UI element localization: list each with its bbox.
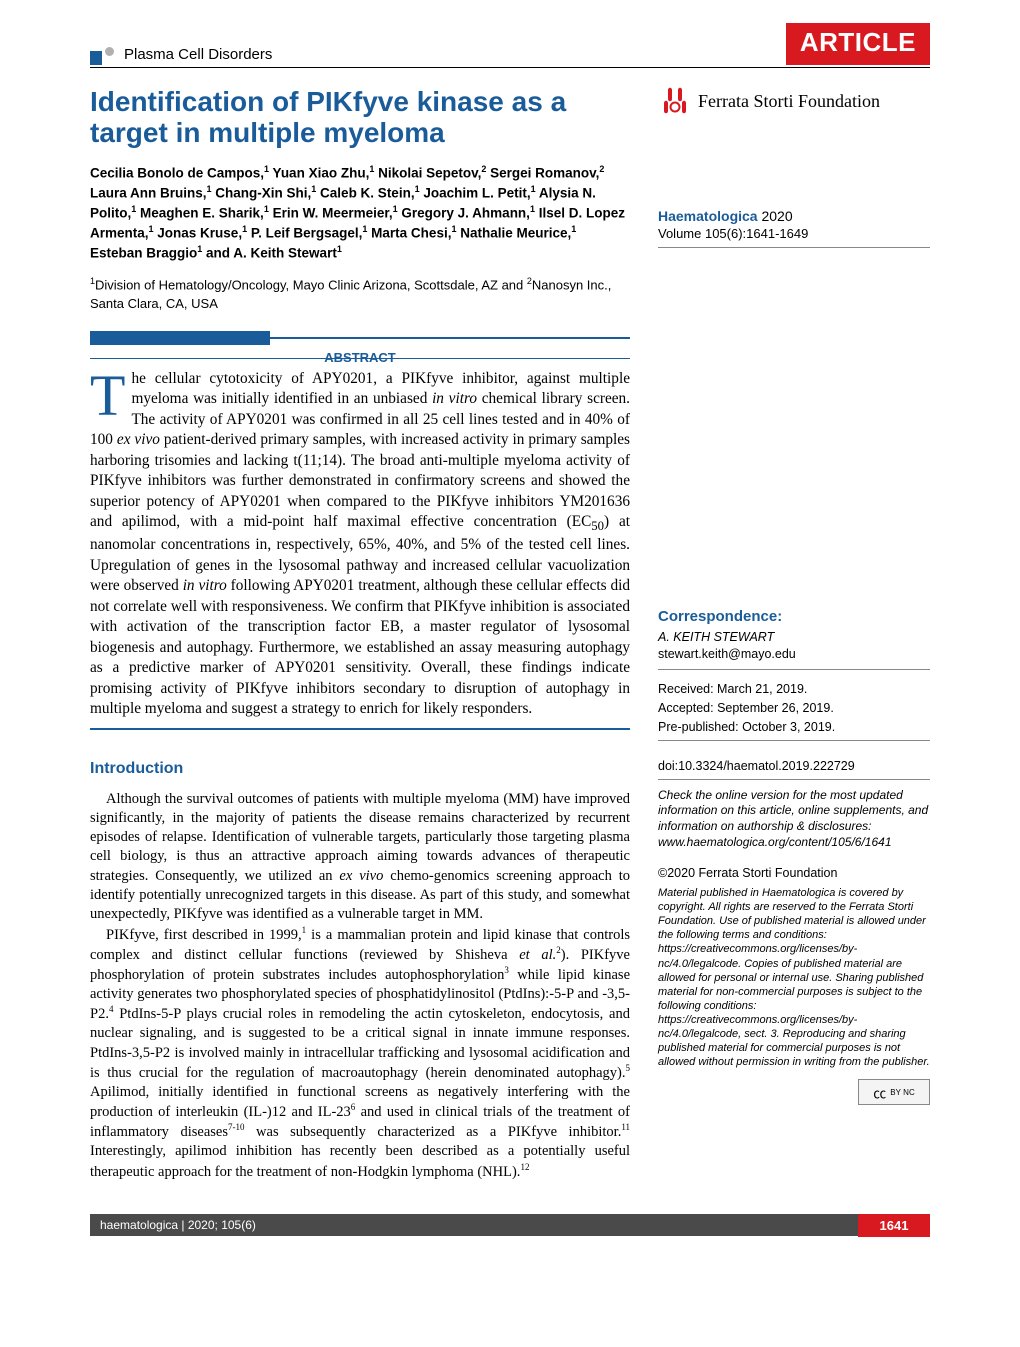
right-column: Ferrata Storti Foundation Haematologica … bbox=[658, 86, 930, 1182]
side-rule-3 bbox=[658, 740, 930, 741]
correspondence-block: Correspondence: A. KEITH STEWART stewart… bbox=[658, 608, 930, 1105]
dates-block: Received: March 21, 2019. Accepted: Sept… bbox=[658, 682, 930, 734]
introduction-heading: Introduction bbox=[90, 760, 630, 778]
journal-volume: Volume 105(6):1641-1649 bbox=[658, 226, 930, 241]
abstract-bar bbox=[90, 331, 270, 345]
main-columns: Identification of PIKfyve kinase as a ta… bbox=[0, 86, 1020, 1182]
introduction-body: Although the survival outcomes of patien… bbox=[90, 790, 630, 1182]
cc-badge-icon: ㏄ BY NC bbox=[858, 1079, 930, 1105]
page-root: Plasma Cell Disorders ARTICLE Identifica… bbox=[0, 0, 1020, 1237]
abstract-header bbox=[90, 331, 630, 345]
foundation-name: Ferrata Storti Foundation bbox=[698, 91, 880, 112]
side-rule-2 bbox=[658, 669, 930, 670]
check-online-text: Check the online version for the most up… bbox=[658, 788, 930, 850]
journal-year: 2020 bbox=[761, 208, 792, 224]
abstract-body: T he cellular cytotoxicity of APY0201, a… bbox=[90, 369, 630, 720]
category-label: Plasma Cell Disorders bbox=[120, 46, 786, 65]
author-list: Cecilia Bonolo de Campos,1 Yuan Xiao Zhu… bbox=[90, 163, 630, 263]
correspondence-name: A. KEITH STEWART bbox=[658, 629, 930, 646]
journal-name: Haematologica bbox=[658, 208, 758, 224]
cc-by-nc-label: BY NC bbox=[890, 1088, 914, 1097]
footer-citation: haematologica | 2020; 105(6) bbox=[90, 1214, 858, 1236]
intro-para-1: Although the survival outcomes of patien… bbox=[90, 790, 630, 925]
side-rule-4 bbox=[658, 779, 930, 780]
article-badge: ARTICLE bbox=[786, 23, 930, 65]
correspondence-email: stewart.keith@mayo.edu bbox=[658, 646, 930, 663]
category-bullet bbox=[105, 47, 114, 56]
footer-row: haematologica | 2020; 105(6) 1641 bbox=[90, 1214, 930, 1237]
abstract-label: ABSTRACT bbox=[316, 350, 404, 365]
affiliations: 1Division of Hematology/Oncology, Mayo C… bbox=[90, 275, 630, 313]
correspondence-heading: Correspondence: bbox=[658, 608, 930, 625]
foundation-logo-icon bbox=[658, 86, 692, 116]
journal-line: Haematologica 2020 bbox=[658, 208, 930, 224]
abstract-text: he cellular cytotoxicity of APY0201, a P… bbox=[90, 370, 630, 717]
article-title: Identification of PIKfyve kinase as a ta… bbox=[90, 86, 630, 149]
license-text: Material published in Haematologica is c… bbox=[658, 886, 930, 1069]
abstract-rule-left bbox=[270, 337, 630, 339]
abstract-end-rule bbox=[90, 728, 630, 730]
side-rule-1 bbox=[658, 247, 930, 248]
copyright-text: ©2020 Ferrata Storti Foundation bbox=[658, 866, 930, 880]
header-rule bbox=[90, 67, 930, 68]
foundation-block: Ferrata Storti Foundation bbox=[658, 86, 930, 116]
footer-page-number: 1641 bbox=[858, 1214, 930, 1237]
doi-text: doi:10.3324/haematol.2019.222729 bbox=[658, 759, 930, 773]
left-column: Identification of PIKfyve kinase as a ta… bbox=[90, 86, 658, 1182]
date-prepub: Pre-published: October 3, 2019. bbox=[658, 720, 930, 734]
dropcap: T bbox=[90, 369, 131, 418]
date-received: Received: March 21, 2019. bbox=[658, 682, 930, 696]
category-marker bbox=[90, 51, 102, 65]
header-row: Plasma Cell Disorders ARTICLE bbox=[0, 25, 1020, 65]
intro-para-2: PIKfyve, first described in 1999,1 is a … bbox=[90, 925, 630, 1182]
date-accepted: Accepted: September 26, 2019. bbox=[658, 701, 930, 715]
